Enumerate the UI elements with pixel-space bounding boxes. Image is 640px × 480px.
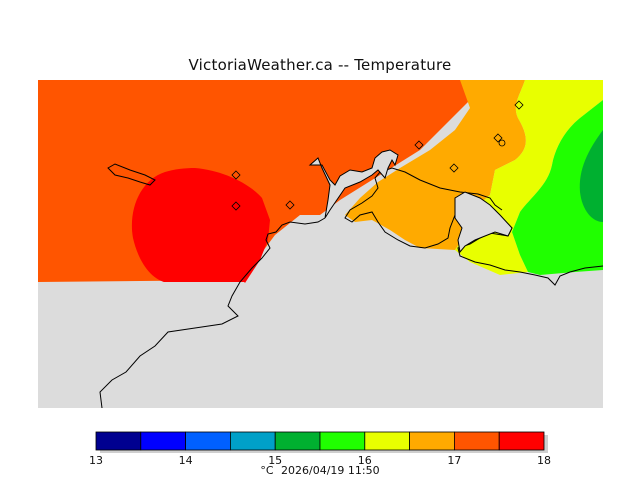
temp-band-15.5-16 [512,100,603,275]
unit-label: °C [260,464,274,477]
map-title: VictoriaWeather.ca -- Temperature [188,56,452,74]
colorbar-swatch [319,431,366,451]
colorbar-swatch [364,431,410,451]
temp-band-15-15.5 [579,130,603,222]
station-marker[interactable] [449,163,459,173]
temp-band-16.5-17 [345,80,526,250]
station-marker[interactable] [514,100,524,110]
colorbar-swatch [409,431,455,451]
timestamp: 2026/04/19 11:50 [281,464,380,477]
colorbar-tick-label: 18 [537,454,551,467]
station-marker[interactable] [231,201,241,211]
island-outline [107,163,156,186]
colorbar-tick-label: 13 [89,454,103,467]
peninsula-outline [454,191,513,254]
station-marker[interactable] [285,200,295,210]
colorbar-swatch [140,431,187,451]
southern-landmass [38,282,245,408]
colorbar-tick-label: 15 [268,454,283,467]
colorbar-caption: °C 2026/04/19 11:50 [0,464,640,477]
colorbar [95,431,548,453]
coastline-west [99,217,326,409]
station-markers [231,100,524,211]
station-marker[interactable] [493,133,503,143]
colorbar-swatch [274,431,321,451]
colorbar-swatch [185,431,231,451]
colorbar-swatch [498,431,545,451]
station-marker[interactable] [414,140,424,150]
colorbar-tick-label: 16 [357,454,372,467]
colorbar-tick-label: 17 [447,454,462,467]
coastline-inlet [308,149,399,219]
station-marker[interactable] [498,139,506,147]
colorbar-swatch [229,431,276,451]
colorbar-swatch [453,431,500,451]
temp-band-17.5-18 [131,168,270,283]
colorbar-tick-label: 14 [178,454,193,467]
colorbar-swatch [95,431,142,451]
station-marker[interactable] [231,170,241,180]
